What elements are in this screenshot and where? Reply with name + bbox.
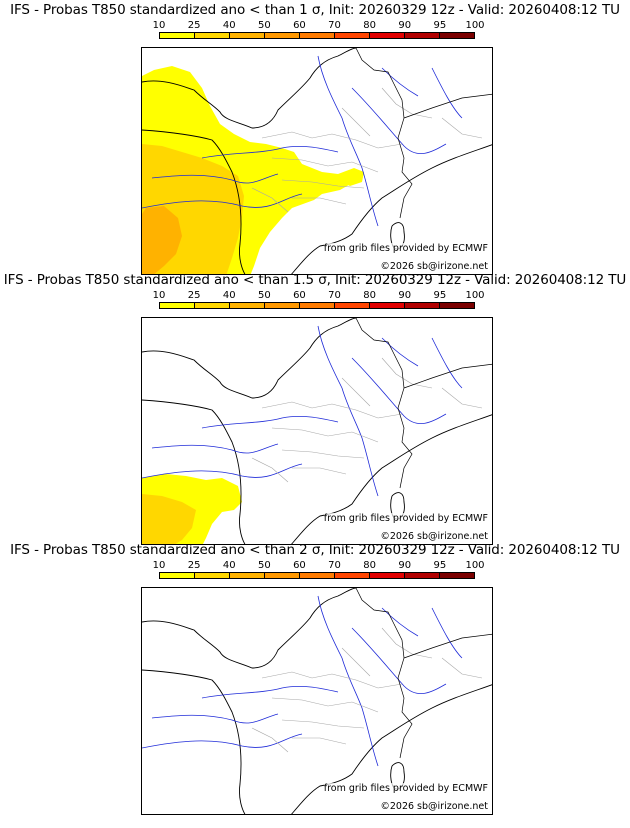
colorbar-swatch — [440, 33, 474, 38]
map-canvas — [142, 588, 492, 814]
colorbar-tick-label: 90 — [398, 290, 412, 301]
admin-borders — [251, 627, 483, 753]
colorbar-tick-label: 60 — [293, 20, 306, 31]
prob-area-orange — [142, 206, 182, 274]
copyright-credit: ©2026 sb@irizone.net — [380, 531, 488, 542]
data-source-credit: from grib files provided by ECMWF — [323, 513, 488, 524]
colorbar-tick-label: 70 — [328, 20, 341, 31]
rivers — [142, 55, 463, 227]
prob-area-yellow-alps — [338, 168, 364, 186]
data-source-credit: from grib files provided by ECMWF — [323, 783, 488, 794]
colorbar: 10 25 40 50 60 70 80 90 95 100 — [153, 20, 485, 39]
prob-area-gold — [142, 494, 196, 544]
colorbar-tick-label: 25 — [187, 560, 201, 571]
map-canvas — [142, 318, 492, 544]
rivers — [142, 325, 463, 497]
national-borders — [355, 318, 492, 489]
colorbar-tick-label: 10 — [152, 20, 166, 31]
panel-title: IFS - Probas T850 standardized ano < tha… — [10, 542, 620, 558]
colorbar-swatch — [160, 33, 195, 38]
panel-title: IFS - Probas T850 standardized ano < tha… — [10, 2, 620, 18]
probability-map: from grib files provided by ECMWF ©2026 … — [141, 47, 493, 275]
colorbar-swatch — [230, 33, 265, 38]
colorbar-tick-label: 50 — [257, 560, 271, 571]
colorbar-tick-label: 60 — [293, 560, 306, 571]
colorbar-swatches — [159, 32, 475, 39]
copyright-credit: ©2026 sb@irizone.net — [380, 261, 488, 272]
colorbar-tick-label: 10 — [152, 290, 166, 301]
colorbar-tick-label: 80 — [363, 560, 377, 571]
colorbar-swatch — [300, 33, 335, 38]
colorbar-swatch — [405, 303, 440, 308]
colorbar-swatch — [440, 303, 474, 308]
colorbar-tick-label: 50 — [257, 290, 271, 301]
coastline — [142, 318, 492, 544]
colorbar-tick-label: 25 — [187, 20, 201, 31]
national-borders — [355, 48, 492, 219]
colorbar-tick-label: 95 — [433, 290, 447, 301]
coastline — [142, 588, 492, 814]
colorbar-tick-label: 70 — [328, 290, 341, 301]
national-borders — [355, 588, 492, 759]
colorbar-swatch — [335, 573, 370, 578]
colorbar-tick-label: 95 — [433, 20, 447, 31]
colorbar-swatch — [335, 303, 370, 308]
colorbar-tick-label: 25 — [187, 290, 201, 301]
colorbar-swatch — [195, 33, 230, 38]
colorbar-swatch — [230, 303, 265, 308]
panel-title: IFS - Probas T850 standardized ano < tha… — [3, 272, 627, 288]
colorbar-swatch — [405, 573, 440, 578]
colorbar-swatches — [159, 302, 475, 309]
colorbar-tick-label: 70 — [328, 560, 341, 571]
colorbar-tick-label: 80 — [363, 20, 377, 31]
colorbar-tick-label: 95 — [433, 560, 447, 571]
colorbar-tick-label: 90 — [398, 20, 412, 31]
colorbar-tick-label: 60 — [293, 290, 306, 301]
forecast-panel-1: IFS - Probas T850 standardized ano < tha… — [0, 0, 630, 275]
colorbar: 10 25 40 50 60 70 80 90 95 100 — [153, 290, 485, 309]
colorbar-swatch — [335, 33, 370, 38]
coastline — [142, 48, 492, 274]
copyright-credit: ©2026 sb@irizone.net — [380, 801, 488, 812]
colorbar-tick-label: 100 — [465, 20, 485, 31]
probability-map: from grib files provided by ECMWF ©2026 … — [141, 317, 493, 545]
colorbar-swatches — [159, 572, 475, 579]
rivers — [142, 595, 463, 767]
map-canvas — [142, 48, 492, 274]
colorbar-tick-label: 90 — [398, 560, 412, 571]
colorbar-swatch — [370, 303, 405, 308]
colorbar-tick-label: 40 — [222, 20, 236, 31]
colorbar-tick-label: 40 — [222, 560, 236, 571]
admin-borders — [251, 357, 483, 483]
colorbar-swatch — [160, 303, 195, 308]
colorbar-swatch — [195, 573, 230, 578]
data-source-credit: from grib files provided by ECMWF — [323, 243, 488, 254]
colorbar-tick-label: 50 — [257, 20, 271, 31]
forecast-panel-3: IFS - Probas T850 standardized ano < tha… — [0, 540, 630, 815]
colorbar-swatch — [370, 33, 405, 38]
colorbar-swatch — [195, 303, 230, 308]
colorbar-swatch — [370, 573, 405, 578]
colorbar-swatch — [405, 33, 440, 38]
colorbar-tick-label: 100 — [465, 560, 485, 571]
probability-map: from grib files provided by ECMWF ©2026 … — [141, 587, 493, 815]
colorbar-swatch — [265, 33, 300, 38]
forecast-panel-2: IFS - Probas T850 standardized ano < tha… — [0, 270, 630, 545]
colorbar-swatch — [160, 573, 195, 578]
colorbar: 10 25 40 50 60 70 80 90 95 100 — [153, 560, 485, 579]
colorbar-swatch — [230, 573, 265, 578]
colorbar-swatch — [265, 303, 300, 308]
colorbar-tick-label: 100 — [465, 290, 485, 301]
colorbar-swatch — [300, 303, 335, 308]
colorbar-swatch — [265, 573, 300, 578]
colorbar-tick-label: 80 — [363, 290, 377, 301]
colorbar-tick-label: 40 — [222, 290, 236, 301]
colorbar-swatch — [440, 573, 474, 578]
colorbar-swatch — [300, 573, 335, 578]
colorbar-tick-label: 10 — [152, 560, 166, 571]
admin-borders — [251, 87, 483, 213]
